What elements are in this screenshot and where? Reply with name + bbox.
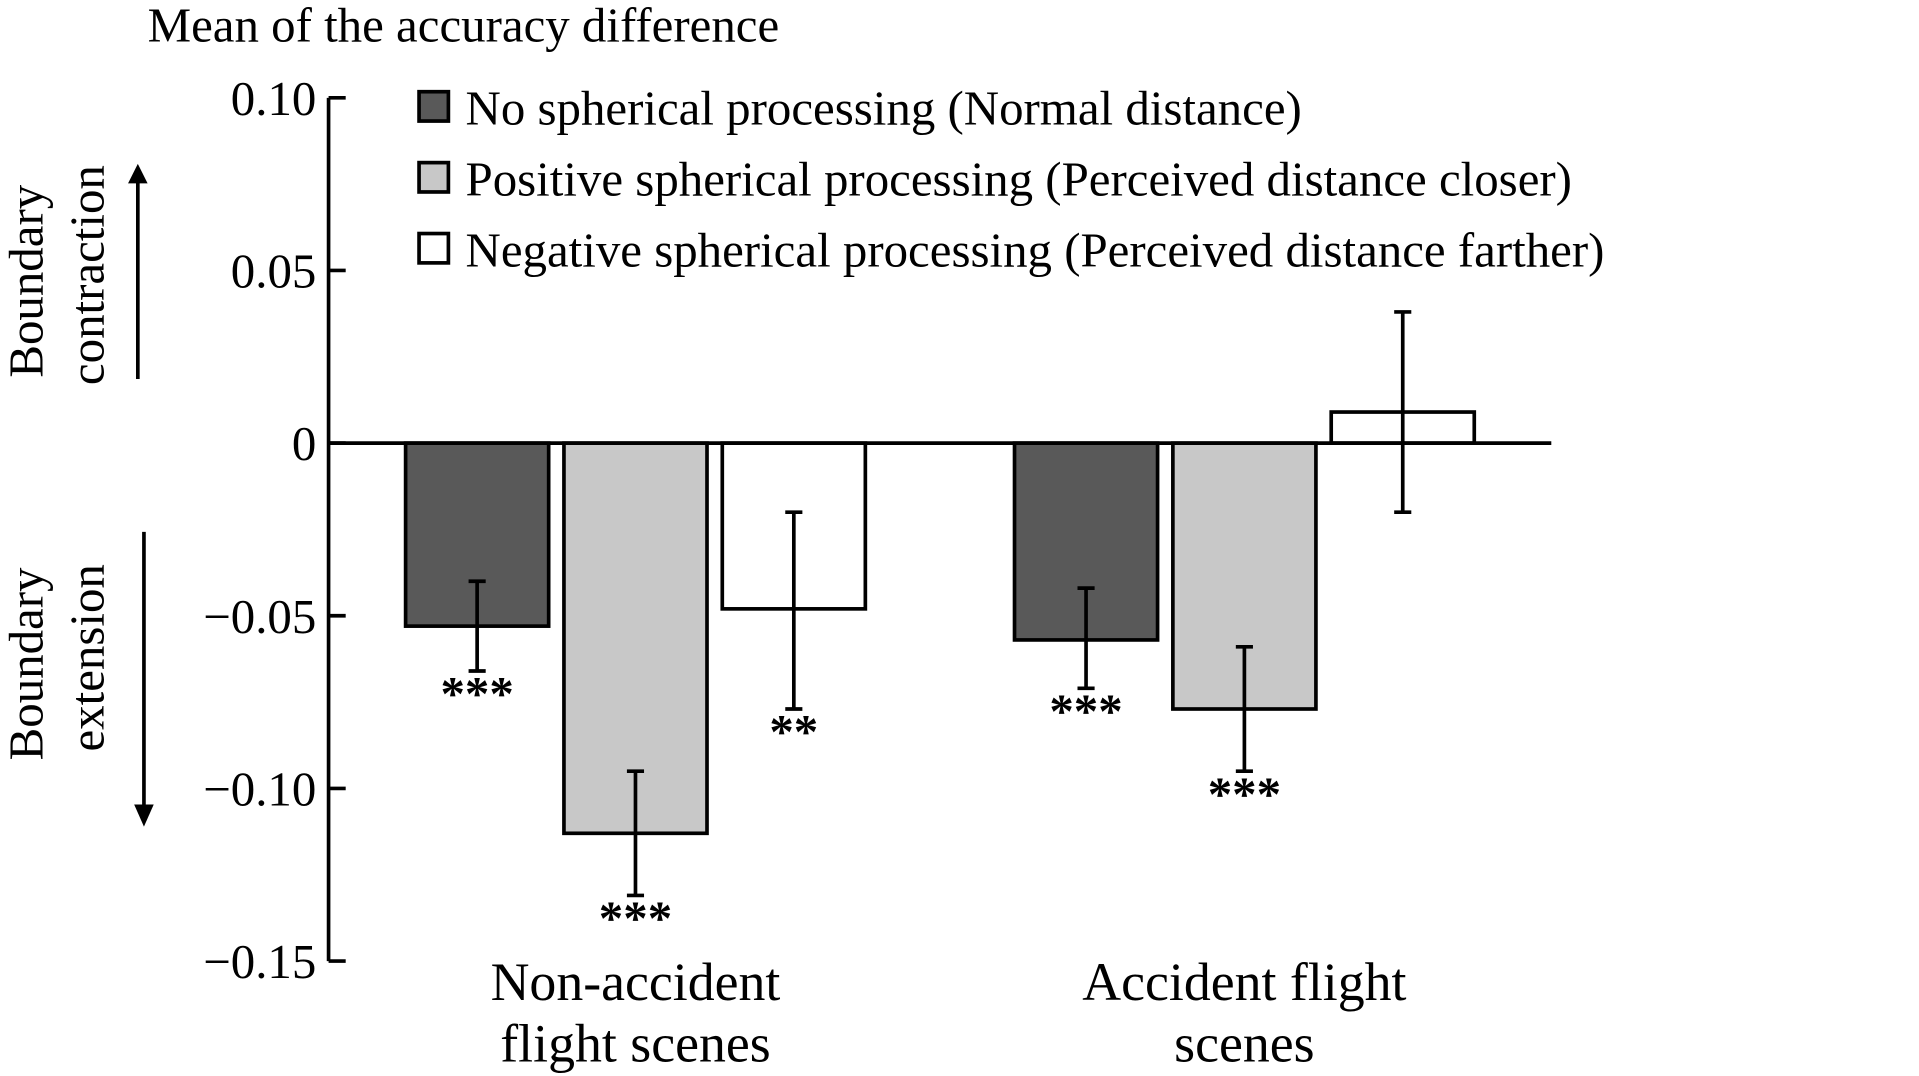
y-label-up: Boundary contraction bbox=[0, 165, 115, 385]
y-label-up-line1: Boundary bbox=[0, 184, 53, 377]
y-tick-label: −0.15 bbox=[203, 934, 316, 989]
y-tick-label: −0.10 bbox=[203, 762, 316, 817]
y-ticks: 0.10 0.05 0 −0.05 −0.10 −0.15 bbox=[203, 71, 346, 989]
bars bbox=[403, 410, 1477, 836]
category-label: flight scenes bbox=[500, 1013, 770, 1073]
category-label: Non-accident bbox=[491, 952, 781, 1012]
y-label-down-line1: Boundary bbox=[0, 567, 53, 760]
y-tick-label: 0.10 bbox=[231, 71, 317, 126]
y-tick-label: −0.05 bbox=[203, 589, 316, 644]
legend-swatch bbox=[417, 231, 451, 265]
y-label-down: Boundary extension bbox=[0, 555, 115, 760]
y-label-extension: Boundary extension bbox=[0, 531, 154, 827]
legend-swatch bbox=[417, 160, 451, 194]
y-label-up-line2: contraction bbox=[60, 165, 115, 385]
arrow-down-head-icon bbox=[134, 804, 154, 827]
arrow-up-head-icon bbox=[128, 163, 148, 184]
legend-swatch bbox=[417, 89, 451, 123]
significance-label: *** bbox=[1208, 766, 1281, 821]
error-bars: ******** ****** bbox=[440, 310, 1412, 946]
category-label: Accident flight bbox=[1082, 952, 1406, 1012]
legend-label: Positive spherical processing (Perceived… bbox=[466, 152, 1572, 207]
legend: No spherical processing (Normal distance… bbox=[417, 81, 1605, 278]
y-tick-label: 0.05 bbox=[231, 244, 317, 299]
y-label-contraction: Boundary contraction bbox=[0, 163, 148, 385]
significance-label: ** bbox=[769, 704, 818, 759]
y-tick-label: 0 bbox=[292, 416, 316, 471]
legend-label: Negative spherical processing (Perceived… bbox=[466, 223, 1605, 278]
significance-label: *** bbox=[440, 666, 513, 721]
y-label-down-line2: extension bbox=[60, 564, 115, 751]
legend-label: No spherical processing (Normal distance… bbox=[466, 81, 1302, 136]
category-label: scenes bbox=[1174, 1013, 1314, 1073]
significance-label: *** bbox=[1049, 683, 1122, 738]
significance-label: *** bbox=[599, 891, 672, 946]
chart-title: Mean of the accuracy difference bbox=[148, 0, 780, 53]
